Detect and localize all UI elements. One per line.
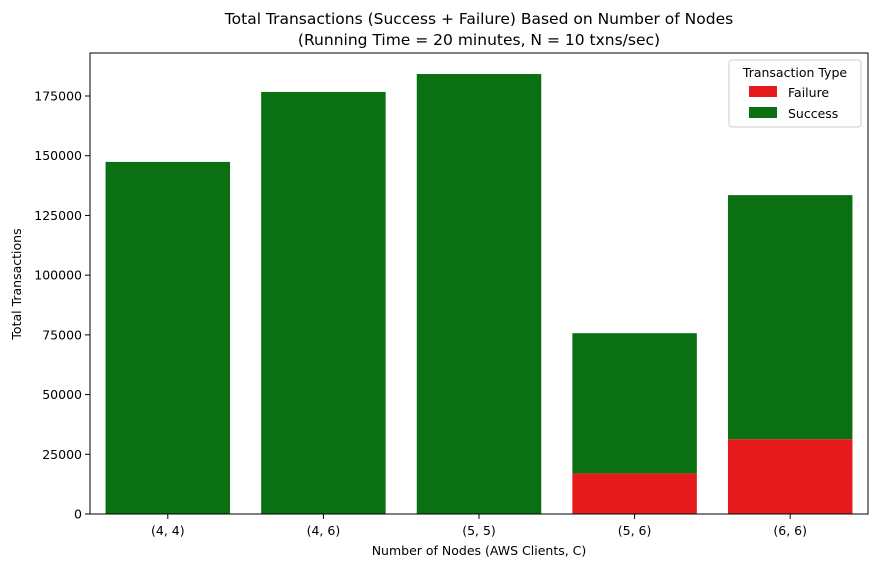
legend-label-success: Success [788, 106, 838, 121]
plot-frame [89, 52, 869, 515]
y-tick-label: 75000 [42, 327, 82, 342]
chart-title: Total Transactions (Success + Failure) B… [224, 10, 733, 28]
legend-label-failure: Failure [788, 85, 829, 100]
y-tick-label: 100000 [34, 268, 82, 283]
x-tick-label: (4, 6) [307, 523, 341, 538]
y-tick-label: 0 [74, 507, 82, 522]
legend-title: Transaction Type [742, 65, 848, 80]
y-tick-label: 50000 [42, 387, 82, 402]
x-axis: (4, 4) (4, 6) (5, 5) (5, 6) (6, 6) [151, 514, 807, 538]
bar-success-4 [727, 195, 853, 440]
chart-subtitle: (Running Time = 20 minutes, N = 10 txns/… [298, 31, 660, 49]
legend: Transaction Type Failure Success [728, 59, 862, 128]
legend-swatch-success [749, 107, 777, 118]
bars-group [105, 74, 853, 515]
bar-success-2 [416, 74, 542, 515]
y-axis: 0 25000 50000 75000 100000 125000 150000 175000 [34, 88, 90, 522]
x-axis-label: Number of Nodes (AWS Clients, C) [372, 543, 587, 558]
x-tick-label: (5, 6) [618, 523, 652, 538]
y-tick-label: 150000 [34, 148, 82, 163]
bar-failure-4 [727, 439, 853, 514]
bar-failure-3 [572, 473, 697, 514]
x-tick-label: (5, 5) [462, 523, 496, 538]
bar-success-0 [105, 161, 231, 514]
y-axis-label: Total Transactions [9, 228, 24, 340]
legend-swatch-failure [749, 86, 777, 97]
x-tick-label: (6, 6) [773, 523, 807, 538]
y-tick-label: 25000 [42, 447, 82, 462]
y-tick-label: 175000 [34, 88, 82, 103]
bar-success-1 [261, 91, 386, 514]
bar-success-3 [572, 333, 697, 474]
y-tick-label: 125000 [34, 208, 82, 223]
x-tick-label: (4, 4) [151, 523, 185, 538]
